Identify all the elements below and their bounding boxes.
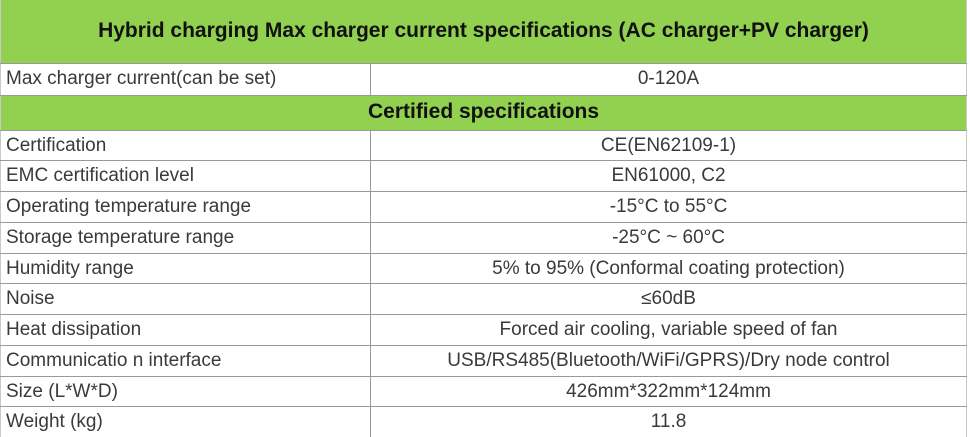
spec-value: CE(EN62109-1)	[370, 129, 967, 161]
table-row: EMC certification level EN61000, C2	[0, 160, 967, 192]
table-row: Storage temperature range -25°C ~ 60°C	[0, 221, 967, 253]
spec-label: Communicatio n interface	[0, 344, 371, 376]
spec-label: EMC certification level	[0, 160, 371, 192]
table-row: Communicatio n interface USB/RS485(Bluet…	[0, 344, 967, 376]
spec-label: Max charger current(can be set)	[0, 62, 371, 95]
table-row: Size (L*W*D) 426mm*322mm*124mm	[0, 375, 967, 407]
table-row: Weight (kg) 11.8	[0, 406, 967, 437]
spec-label: Operating temperature range	[0, 191, 371, 223]
spec-value: Forced air cooling, variable speed of fa…	[370, 314, 967, 346]
table-title-row: Hybrid charging Max charger current spec…	[0, 0, 967, 63]
spec-value: -25°C ~ 60°C	[370, 221, 967, 253]
table-row: Max charger current(can be set) 0-120A	[0, 62, 967, 95]
spec-value: EN61000, C2	[370, 160, 967, 192]
spec-value: 5% to 95% (Conformal coating protection)	[370, 252, 967, 284]
section-header-row: Certified specifications	[0, 94, 967, 130]
section-title: Certified specifications	[0, 94, 967, 130]
spec-label: Heat dissipation	[0, 314, 371, 346]
spec-label: Humidity range	[0, 252, 371, 284]
spec-label: Noise	[0, 283, 371, 315]
table-row: Certification CE(EN62109-1)	[0, 129, 967, 161]
spec-value: 11.8	[370, 406, 967, 437]
spec-label: Storage temperature range	[0, 221, 371, 253]
spec-value: -15°C to 55°C	[370, 191, 967, 223]
spec-label: Weight (kg)	[0, 406, 371, 437]
spec-value: 426mm*322mm*124mm	[370, 375, 967, 407]
spec-label: Size (L*W*D)	[0, 375, 371, 407]
table-row: Noise ≤60dB	[0, 283, 967, 315]
table-row: Operating temperature range -15°C to 55°…	[0, 191, 967, 223]
table-row: Heat dissipation Forced air cooling, var…	[0, 314, 967, 346]
table-title: Hybrid charging Max charger current spec…	[98, 19, 869, 43]
spec-label: Certification	[0, 129, 371, 161]
spec-value: 0-120A	[370, 62, 967, 95]
spec-value: USB/RS485(Bluetooth/WiFi/GPRS)/Dry node …	[370, 344, 967, 376]
spec-value: ≤60dB	[370, 283, 967, 315]
table-title-cell: Hybrid charging Max charger current spec…	[0, 0, 967, 63]
table-row: Humidity range 5% to 95% (Conformal coat…	[0, 252, 967, 284]
